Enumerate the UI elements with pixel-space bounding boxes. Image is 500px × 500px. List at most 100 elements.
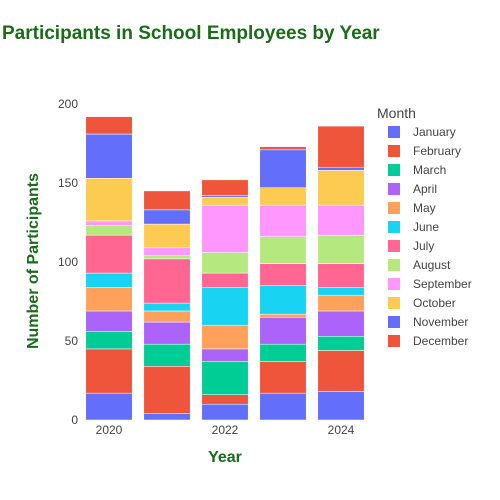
x-axis-title: Year (208, 449, 242, 466)
legend-item-march[interactable]: March (388, 163, 446, 177)
legend-item-august[interactable]: August (388, 258, 451, 272)
legend-label: May (413, 201, 436, 215)
bar-segment-april-2023[interactable] (259, 317, 307, 345)
bar-segment-august-2023[interactable] (259, 236, 307, 264)
legend-item-january[interactable]: January (388, 125, 456, 139)
bar-segment-november-2024[interactable] (317, 166, 365, 171)
bar-segment-september-2023[interactable] (259, 204, 307, 237)
legend-swatch (388, 240, 400, 252)
legend-label: July (413, 239, 434, 253)
bar-segment-february-2020[interactable] (85, 348, 133, 394)
y-axis-ticks: 0 50 100 150 200 (58, 97, 78, 427)
bar-segment-october-2021[interactable] (143, 223, 191, 249)
bar-segment-february-2022[interactable] (201, 394, 249, 405)
bar-segment-july-2024[interactable] (317, 263, 365, 288)
x-tick-label: 2024 (328, 423, 355, 437)
legend-label: September (413, 277, 472, 291)
bar-segment-july-2021[interactable] (143, 258, 191, 304)
bar-segment-january-2023[interactable] (259, 392, 307, 421)
legend-item-november[interactable]: November (388, 315, 468, 329)
bar-segment-january-2021[interactable] (143, 413, 191, 421)
chart-title: Participants in School Employees by Year (2, 23, 380, 44)
bar-segment-june-2022[interactable] (201, 287, 249, 326)
bar-segment-march-2023[interactable] (259, 343, 307, 362)
legend-label: January (413, 125, 456, 139)
legend-item-december[interactable]: December (388, 334, 468, 348)
bar-segment-february-2024[interactable] (317, 350, 365, 392)
bar-segment-december-2024[interactable] (317, 125, 365, 168)
legend-label: December (413, 334, 468, 348)
bar-segment-july-2023[interactable] (259, 263, 307, 286)
bar-segment-november-2023[interactable] (259, 149, 307, 188)
bar-segment-november-2020[interactable] (85, 133, 133, 179)
bar-segment-may-2024[interactable] (317, 294, 365, 312)
bar-segment-september-2021[interactable] (143, 247, 191, 256)
bar-segment-july-2022[interactable] (201, 272, 249, 288)
bar-segment-september-2022[interactable] (201, 204, 249, 253)
bar-segment-january-2024[interactable] (317, 391, 365, 421)
legend-swatch (388, 126, 400, 138)
bar-segment-may-2023[interactable] (259, 313, 307, 318)
bar-segment-january-2022[interactable] (201, 403, 249, 421)
legend-swatch (388, 164, 400, 176)
legend-swatch (388, 335, 400, 347)
legend-swatch (388, 297, 400, 309)
bar-segment-december-2020[interactable] (85, 116, 133, 135)
bar-segment-december-2022[interactable] (201, 179, 249, 196)
bar-segment-may-2021[interactable] (143, 310, 191, 323)
legend-item-june[interactable]: June (388, 220, 439, 234)
bar-segment-may-2020[interactable] (85, 287, 133, 312)
bar-segment-november-2021[interactable] (143, 209, 191, 225)
bar-segment-october-2024[interactable] (317, 170, 365, 206)
x-tick-label: 2022 (212, 423, 239, 437)
bar-segment-august-2021[interactable] (143, 255, 191, 260)
bar-segment-february-2021[interactable] (143, 366, 191, 414)
bar-segment-april-2020[interactable] (85, 310, 133, 332)
bar-segment-october-2020[interactable] (85, 178, 133, 222)
bar-segment-february-2023[interactable] (259, 361, 307, 394)
bar-segment-october-2023[interactable] (259, 187, 307, 206)
legend-swatch (388, 278, 400, 290)
bar-segment-april-2021[interactable] (143, 321, 191, 345)
bar-segment-june-2021[interactable] (143, 302, 191, 312)
bar-segment-march-2020[interactable] (85, 331, 133, 350)
bar-segment-september-2024[interactable] (317, 204, 365, 236)
legend-label: March (413, 163, 446, 177)
bar-segment-august-2024[interactable] (317, 234, 365, 264)
bar-segment-august-2020[interactable] (85, 225, 133, 236)
bar-segment-april-2024[interactable] (317, 310, 365, 337)
bar-segment-january-2020[interactable] (85, 392, 133, 421)
bar-segment-may-2022[interactable] (201, 324, 249, 350)
bar-segment-july-2020[interactable] (85, 234, 133, 274)
y-tick-label: 100 (58, 255, 78, 269)
legend-item-september[interactable]: September (388, 277, 472, 291)
legend-swatch (388, 316, 400, 328)
y-tick-label: 0 (71, 413, 78, 427)
legend-item-october[interactable]: October (388, 296, 456, 310)
x-tick-label: 2020 (96, 423, 123, 437)
bar-segment-june-2024[interactable] (317, 287, 365, 296)
bars-group (85, 116, 365, 421)
bar-segment-august-2022[interactable] (201, 252, 249, 274)
bar-segment-march-2024[interactable] (317, 336, 365, 351)
bar-segment-september-2020[interactable] (85, 220, 133, 226)
legend-item-may[interactable]: May (388, 201, 436, 215)
legend-label: April (413, 182, 437, 196)
bar-segment-october-2022[interactable] (201, 196, 249, 206)
bar-segment-april-2022[interactable] (201, 348, 249, 362)
bar-segment-june-2023[interactable] (259, 285, 307, 315)
legend-swatch (388, 221, 400, 233)
y-tick-label: 200 (58, 97, 78, 111)
legend-item-july[interactable]: July (388, 239, 434, 253)
legend-label: November (413, 315, 468, 329)
legend-item-april[interactable]: April (388, 182, 437, 196)
y-tick-label: 50 (65, 334, 79, 348)
bar-segment-december-2023[interactable] (259, 146, 307, 151)
legend-item-february[interactable]: February (388, 144, 461, 158)
bar-segment-december-2021[interactable] (143, 190, 191, 211)
bar-segment-march-2021[interactable] (143, 343, 191, 367)
bar-segment-march-2022[interactable] (201, 361, 249, 395)
bar-segment-june-2020[interactable] (85, 272, 133, 288)
